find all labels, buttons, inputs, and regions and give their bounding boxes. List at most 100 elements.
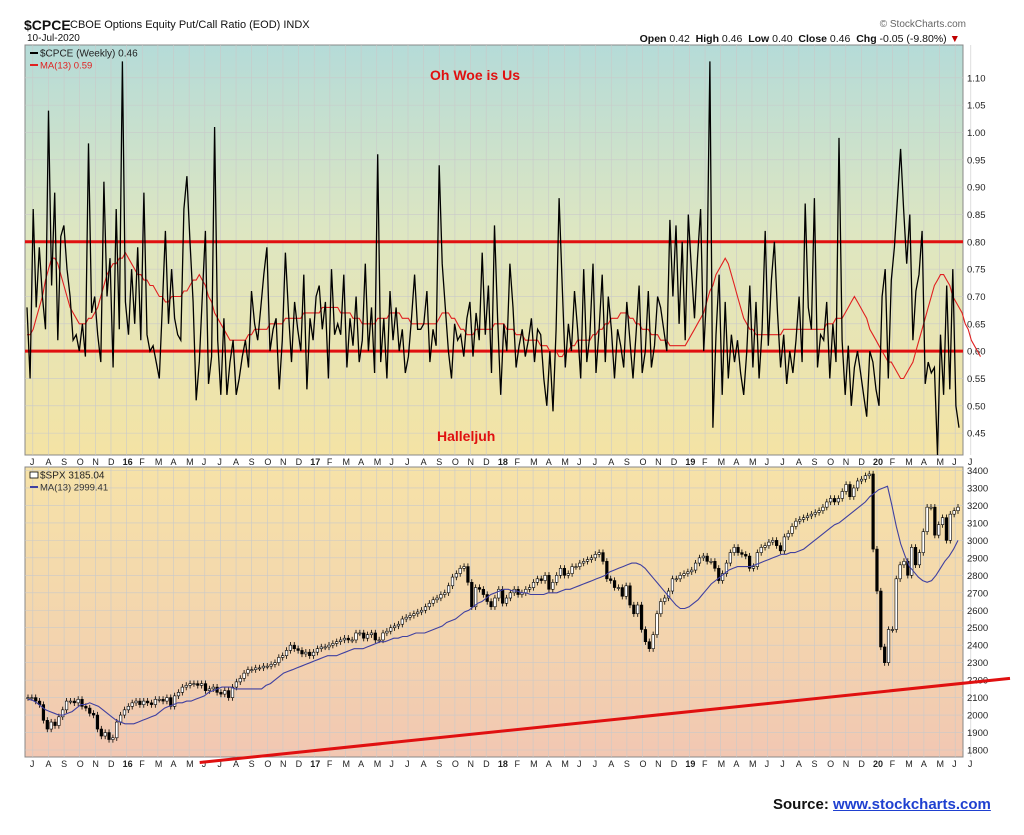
spx-bar-body [678,575,682,580]
spx-bar-body [562,568,566,576]
spx-bar-body [609,578,613,581]
spx-bar-body [697,557,702,564]
high-label: High [695,33,719,45]
spx-bar-body [898,564,902,580]
spx-bar-body [751,566,756,569]
spx-bar-body [744,554,748,557]
spx-bar-body [709,561,713,563]
x-tick-label: A [45,759,51,769]
spx-bar-body [651,634,655,649]
spx-bar-body [346,637,350,641]
y-tick-label: 1.10 [967,73,986,84]
spx-bar-body [883,646,887,663]
source-link[interactable]: www.stockcharts.com [833,796,991,813]
x-tick-label: 20 [873,759,883,769]
spx-bar-body [859,478,864,482]
x-tick-label: D [296,759,303,769]
legend-spx-ma: MA(13) 2999.41 [40,483,108,494]
x-tick-label: O [640,759,647,769]
spx-bar-body [763,545,767,548]
x-tick-label: M [561,759,569,769]
spx-bar-body [342,637,347,641]
spx-bar-body [200,683,204,686]
x-tick-label: J [968,457,973,467]
spx-bar-body [593,554,597,559]
spx-bar-body [45,720,49,730]
y-tick-label: 0.80 [967,237,986,248]
x-tick-label: F [327,457,333,467]
spx-bar-body [852,487,856,497]
spx-bar-body [115,721,119,739]
support-trendline [199,676,1011,764]
x-tick-label: D [483,759,490,769]
x-tick-label: D [108,457,115,467]
y-tick-label: 1900 [967,728,988,739]
y-tick-label: 0.75 [967,265,986,276]
x-tick-label: J [389,457,394,467]
spx-bar-body [420,609,424,613]
spx-bar-body [431,599,435,604]
spx-bar-body [122,709,127,716]
x-tick-label: J [389,759,394,769]
x-tick-label: D [671,759,678,769]
x-tick-label: M [342,759,350,769]
x-tick-label: M [937,759,945,769]
spx-bar-body [705,555,709,562]
y-tick-label: 2600 [967,606,988,617]
spx-bar-body [165,697,169,702]
spx-bar-body [674,578,678,581]
spx-bar-body [728,552,732,564]
spx-bar-body [319,646,323,649]
y-tick-label: 1.00 [967,128,986,139]
y-tick-label: 3400 [967,466,988,477]
spx-bar-body [392,625,397,629]
x-tick-label: M [186,759,194,769]
x-tick-label: D [671,457,678,467]
spx-bar-body [41,704,46,721]
spx-bar-body [84,706,88,709]
spx-bar-body [447,585,451,594]
spx-bar-body [423,606,428,611]
x-tick-label: M [155,457,163,467]
spx-bar-body [643,629,648,642]
x-tick-label: J [952,759,957,769]
stockcharts-credit: © StockCharts.com [879,19,966,30]
y-tick-label: 0.90 [967,183,986,194]
spx-bar-body [759,547,763,553]
spx-bar-body [335,641,339,644]
spx-bar-body [732,547,736,553]
spx-bar-body [871,473,875,550]
x-tick-label: J [202,457,207,467]
spx-bar-body [180,686,184,693]
chart-symbol: $CPCE [24,17,71,33]
x-tick-label: A [233,457,239,467]
x-tick-label: A [358,759,364,769]
spx-bar-body [207,688,211,691]
spx-bar-body [493,597,497,608]
spx-bar-body [474,587,478,608]
x-tick-label: A [546,759,552,769]
spx-bar-body [952,510,956,515]
spx-bar-body [277,657,281,663]
x-tick-label: F [890,457,896,467]
spx-bar-body [188,683,192,686]
spx-bar-body [639,604,644,630]
x-tick-label: J [968,759,973,769]
spx-bar-body [477,587,482,590]
spx-bar-body [551,582,555,590]
x-tick-label: A [921,759,927,769]
y-tick-label: 2700 [967,588,988,599]
spx-bar-body [308,651,312,656]
x-tick-label: M [155,759,163,769]
x-tick-label: M [374,759,382,769]
spx-bar-body [724,562,729,574]
spx-bar-body [153,699,157,705]
spx-bar-body [246,669,250,674]
x-tick-label: 17 [310,759,320,769]
spx-bar-body [528,587,532,590]
spx-bar-body [261,665,265,669]
x-tick-label: A [421,759,427,769]
spx-bar-body [458,568,462,574]
spx-bar-body [886,629,891,663]
spx-bar-body [92,713,96,716]
